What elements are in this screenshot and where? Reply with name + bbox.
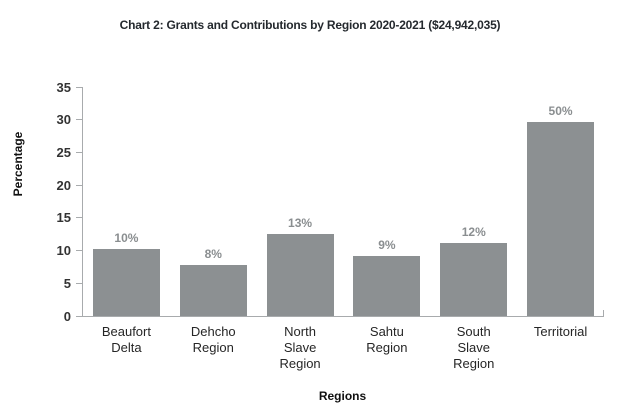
plot-area: 0 5 10 15 20 25 30 35 10% Beaufort Delta 8% Dehcho …: [57, 81, 604, 371]
y-tick-label-25: 25: [56, 144, 71, 160]
y-tick-label-10: 10: [56, 243, 71, 259]
bar-dehcho-region: [179, 264, 247, 316]
x-axis-end-tick: [603, 310, 604, 316]
bar-value-label-south-slave-region: 12%: [461, 225, 486, 240]
category-label-beaufort-delta: Beaufort Delta: [101, 324, 151, 355]
category-label-south-slave-region: South Slave Region: [453, 324, 495, 371]
y-tick-mark-25: [76, 151, 83, 153]
y-tick-mark-35: [76, 86, 83, 88]
bar-beaufort-delta: [92, 248, 160, 316]
y-axis-title: Percentage: [11, 131, 25, 197]
bar-value-label-beaufort-delta: 10%: [114, 230, 139, 245]
bar-value-label-territorial: 50%: [548, 104, 573, 119]
y-tick-mark-0: [76, 315, 83, 317]
y-tick-mark-30: [76, 119, 83, 121]
category-label-sahtu-region: Sahtu Region: [366, 324, 408, 355]
y-tick-label-15: 15: [56, 210, 71, 226]
y-tick-label-35: 35: [56, 79, 71, 95]
category-label-territorial: Territorial: [533, 324, 588, 339]
x-axis-title: Regions: [318, 389, 367, 403]
y-tick-label-20: 20: [56, 177, 71, 193]
y-tick-mark-15: [76, 217, 83, 219]
y-tick-mark-10: [76, 250, 83, 252]
bar-territorial: [527, 122, 595, 316]
bar-south-slave-region: [440, 243, 508, 316]
chart-title: Chart 2: Grants and Contributions by Reg…: [119, 18, 501, 32]
bar-value-label-sahtu-region: 9%: [378, 238, 396, 253]
y-tick-mark-20: [76, 184, 83, 186]
category-label-dehcho-region: Dehcho Region: [190, 324, 236, 355]
bar-value-label-north-slave-region: 13%: [288, 216, 313, 231]
y-tick-label-5: 5: [63, 275, 71, 291]
y-tick-label-0: 0: [63, 308, 71, 324]
category-label-north-slave-region: North Slave Region: [279, 324, 321, 371]
bar-sahtu-region: [353, 256, 421, 316]
y-tick-mark-5: [76, 282, 83, 284]
bar-value-label-dehcho-region: 8%: [204, 246, 222, 261]
y-tick-label-30: 30: [56, 112, 71, 128]
bar-north-slave-region: [266, 234, 334, 316]
